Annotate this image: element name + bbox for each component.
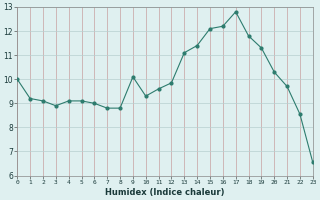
X-axis label: Humidex (Indice chaleur): Humidex (Indice chaleur) [105, 188, 225, 197]
